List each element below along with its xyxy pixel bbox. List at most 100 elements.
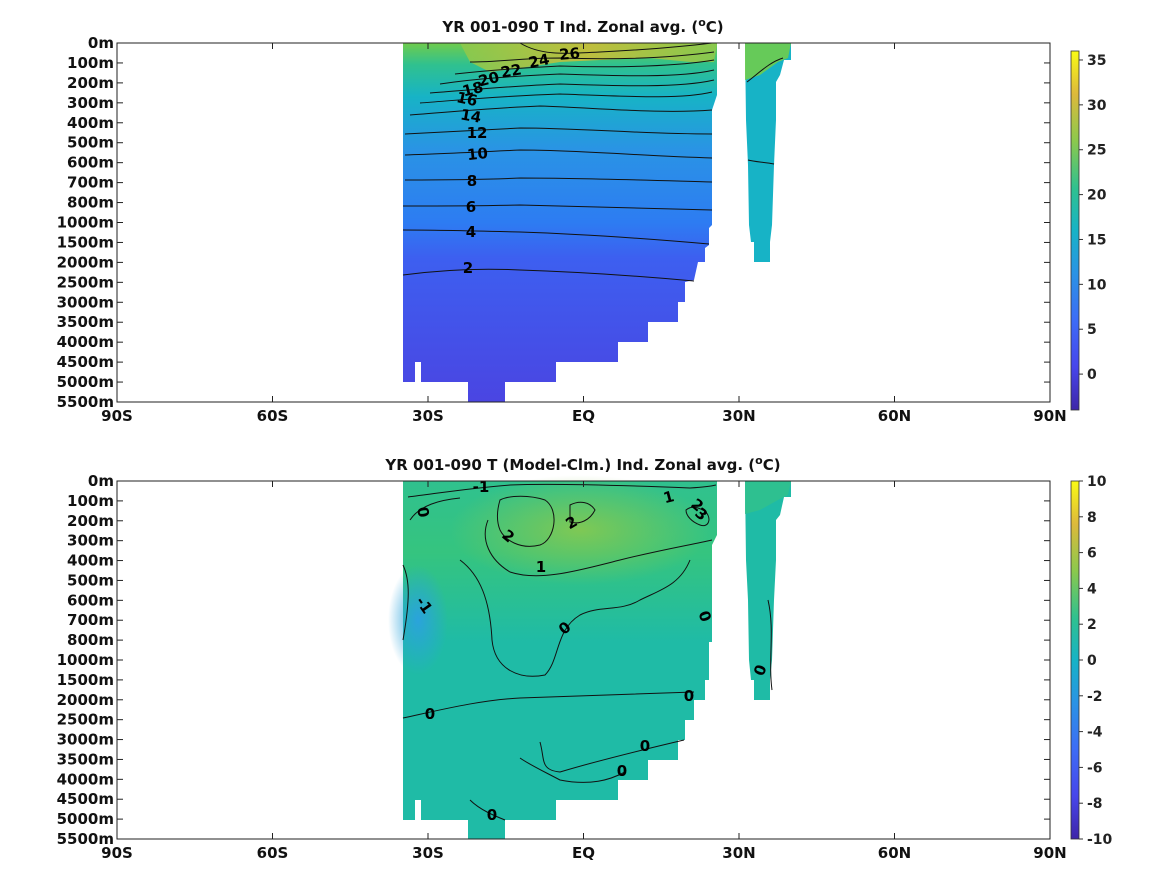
temperature-panel: YR 001-090 T Ind. Zonal avg. (oC) — [57, 16, 1107, 425]
contour-line-0-arabian — [767, 599, 773, 691]
x-tick-label: 30N — [722, 844, 755, 862]
colorbar-tick-label: 0 — [1087, 653, 1097, 669]
y-tick-label: 5000m — [57, 373, 114, 391]
contour-label-18: 18 — [460, 78, 485, 101]
y-tick-label: 4000m — [57, 333, 114, 351]
contour-label-6: 6 — [466, 198, 476, 216]
contour-line-26 — [519, 42, 713, 54]
chart-title: YR 001-090 T (Model-Clm.) Ind. Zonal avg… — [384, 454, 780, 474]
y-tick-label: 5500m — [57, 393, 114, 411]
y-tick-label: 3000m — [57, 731, 114, 749]
x-tick-label: 60S — [257, 844, 289, 862]
contour-label-0-deep3: 0 — [617, 762, 627, 780]
contour-line-12 — [404, 127, 713, 135]
colorbar-tick-label: 35 — [1087, 53, 1106, 69]
y-tick-label: 2500m — [57, 711, 114, 729]
contour-line-16 — [419, 91, 713, 104]
temperature-contours — [402, 42, 784, 282]
y-tick-label: 600m — [67, 154, 114, 172]
temperature-contour-labels: 26 24 22 20 18 16 14 12 10 8 6 4 2 — [455, 44, 581, 277]
contour-label-16: 16 — [455, 88, 479, 110]
contour-line-4 — [402, 229, 710, 245]
contour-line-0-deep2 — [539, 739, 685, 773]
colorbar-tick-label: 5 — [1087, 322, 1097, 338]
y-tick-label: 3000m — [57, 293, 114, 311]
y-tick-label: 700m — [67, 611, 114, 629]
x-tick-label: 90N — [1033, 844, 1066, 862]
contour-label-0-bottom: 0 — [487, 806, 497, 824]
x-tick-label: 60S — [257, 407, 289, 425]
contour-line-1 — [484, 519, 713, 577]
contour-line-22 — [454, 59, 715, 75]
y-tick-label: 4500m — [57, 353, 114, 371]
y-tick-label: 800m — [67, 631, 114, 649]
colorbar-tick-label: 6 — [1087, 546, 1097, 562]
y-tick-label: 700m — [67, 174, 114, 192]
colorbar-tick-label: 30 — [1087, 98, 1107, 114]
y-tick-label: 0m — [88, 472, 114, 490]
colorbar-tick-label: 15 — [1087, 232, 1106, 248]
x-axis: 90S 60S 30S EQ 30N 60N 90N — [101, 481, 1067, 862]
contour-line-20 — [439, 69, 715, 85]
contour-line-10 — [404, 149, 713, 159]
arabian-top-warm — [745, 43, 791, 80]
basin-field — [403, 43, 717, 402]
y-tick-label: 4000m — [57, 770, 114, 788]
degree-o: o — [755, 454, 763, 467]
colorbar-tick-label: -6 — [1087, 760, 1103, 776]
x-tick-label: 30S — [412, 407, 444, 425]
y-tick-label: 300m — [67, 532, 114, 550]
y-tick-label: 1500m — [57, 671, 114, 689]
y-tick-label: 2500m — [57, 273, 114, 291]
contour-line-14 — [409, 105, 713, 116]
contour-line-0-west — [409, 497, 461, 521]
contour-line-2-blob — [496, 495, 555, 547]
colorbar-tick-label: 2 — [1087, 617, 1097, 633]
colorbar-fill — [1070, 480, 1080, 840]
contour-label-24: 24 — [527, 50, 551, 72]
y-tick-label: 200m — [67, 74, 114, 92]
y-tick-label: 500m — [67, 571, 114, 589]
colorbar-tick-label: 10 — [1087, 277, 1107, 293]
y-tick-label: 2000m — [57, 691, 114, 709]
colorbar-tick-label: -4 — [1087, 725, 1103, 741]
colorbar-tick-label: -10 — [1087, 832, 1113, 848]
contour-label-0-deep2: 0 — [640, 737, 650, 755]
contour-line-8 — [404, 177, 713, 183]
x-axis: 90S 60S 30S EQ 30N 60N 90N — [101, 43, 1067, 425]
x-tick-label: 30S — [412, 844, 444, 862]
x-tick-label: 60N — [878, 407, 911, 425]
y-tick-label: 400m — [67, 552, 114, 570]
contour-line-0-mid — [459, 559, 691, 677]
temperature-field — [403, 43, 791, 402]
contour-line-0-bottom — [469, 799, 506, 821]
colorbar-tick-label: 20 — [1087, 188, 1107, 204]
contour-line-24 — [469, 51, 715, 63]
y-tick-label: 400m — [67, 114, 114, 132]
colorbar-tick-label: 10 — [1087, 474, 1107, 490]
y-tick-label: 5000m — [57, 810, 114, 828]
y-tick-label: 4500m — [57, 790, 114, 808]
contour-label-22: 22 — [499, 60, 523, 81]
bias-panel: YR 001-090 T (Model-Clm.) Ind. Zonal avg… — [57, 454, 1113, 862]
contour-label-14: 14 — [459, 105, 483, 126]
cool-bias-region — [388, 565, 448, 675]
contour-label-0-deep1-west: 0 — [425, 705, 435, 723]
x-tick-label: EQ — [572, 407, 595, 425]
contour-line-0-deep3 — [519, 757, 626, 783]
colorbar-fill — [1070, 50, 1080, 411]
y-tick-label: 500m — [67, 134, 114, 152]
contour-line-2-east — [569, 501, 596, 524]
contour-label-0-west: 0 — [413, 505, 433, 518]
surface-warm-layer — [460, 43, 717, 72]
x-tick-label: 30N — [722, 407, 755, 425]
contour-label-12: 12 — [467, 124, 488, 142]
arabian-contour — [747, 159, 775, 165]
contour-label-4: 4 — [466, 223, 476, 241]
contour-label-2: 2 — [463, 259, 473, 277]
colorbar-tick-label: 25 — [1087, 143, 1106, 159]
degree-o: o — [698, 16, 706, 29]
colorbar: 10 8 6 4 2 0 -2 -4 -6 -8 -10 — [1070, 474, 1113, 848]
